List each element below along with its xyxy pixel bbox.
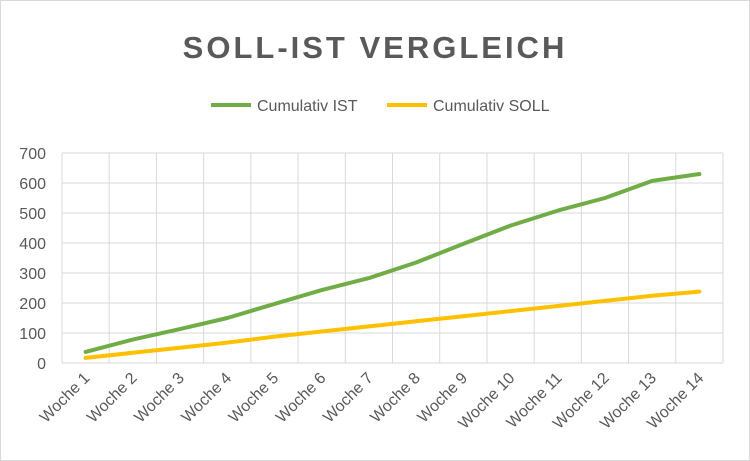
data-point-soll	[557, 305, 559, 307]
y-tick-label: 100	[19, 326, 46, 343]
y-tick-label: 200	[19, 296, 46, 313]
y-tick-label: 500	[19, 206, 46, 223]
data-point-soll	[85, 357, 87, 359]
data-point-ist	[604, 197, 606, 199]
x-tick-label: Woche 7	[320, 370, 377, 427]
legend-label-soll: Cumulativ SOLL	[433, 98, 550, 115]
data-point-ist	[273, 303, 275, 305]
data-point-soll	[462, 315, 464, 317]
legend-label-ist: Cumulativ IST	[257, 98, 358, 115]
data-point-soll	[651, 295, 653, 297]
x-tick-label: Woche 8	[367, 370, 424, 427]
legend: Cumulativ IST Cumulativ SOLL	[211, 98, 550, 115]
data-point-ist	[651, 180, 653, 182]
data-point-soll	[368, 325, 370, 327]
x-tick-label: Woche 6	[273, 370, 330, 427]
data-point-ist	[415, 262, 417, 263]
series-line-soll	[83, 289, 702, 360]
x-tick-label: Woche 1	[37, 370, 94, 427]
data-point-soll	[510, 310, 512, 312]
data-point-ist	[368, 277, 370, 279]
x-tick-label: Woche 5	[226, 370, 283, 427]
data-point-ist	[179, 328, 181, 330]
y-tick-label: 400	[19, 236, 46, 253]
series-line-ist	[83, 172, 702, 354]
y-tick-label: 700	[19, 146, 46, 163]
x-tick-label: Woche 2	[84, 370, 141, 427]
data-point-ist	[226, 317, 228, 319]
data-point-soll	[132, 352, 134, 354]
data-point-soll	[415, 320, 417, 322]
data-point-ist	[462, 243, 464, 245]
series-lines	[83, 172, 702, 360]
data-point-soll	[604, 300, 606, 302]
data-point-ist	[557, 210, 559, 212]
data-point-soll	[226, 342, 228, 344]
gridlines	[61, 152, 724, 364]
data-point-soll	[321, 331, 323, 332]
data-point-ist	[132, 339, 134, 341]
y-tick-label: 300	[19, 266, 46, 283]
x-tick-label: Woche 3	[131, 370, 188, 427]
y-tick-label: 0	[37, 356, 46, 373]
chart-title: SOLL-IST VERGLEICH	[183, 30, 568, 65]
data-point-soll	[179, 347, 181, 349]
data-point-ist	[321, 289, 323, 291]
data-point-soll	[273, 336, 275, 338]
y-tick-label: 600	[19, 176, 46, 193]
y-axis-ticks: 0 100 200 300 400 500 600 700	[19, 146, 46, 373]
x-tick-label: Woche 4	[179, 370, 236, 427]
data-point-ist	[85, 351, 87, 353]
data-point-ist	[510, 225, 512, 227]
data-point-soll	[698, 291, 700, 293]
data-point-ist	[698, 173, 700, 175]
